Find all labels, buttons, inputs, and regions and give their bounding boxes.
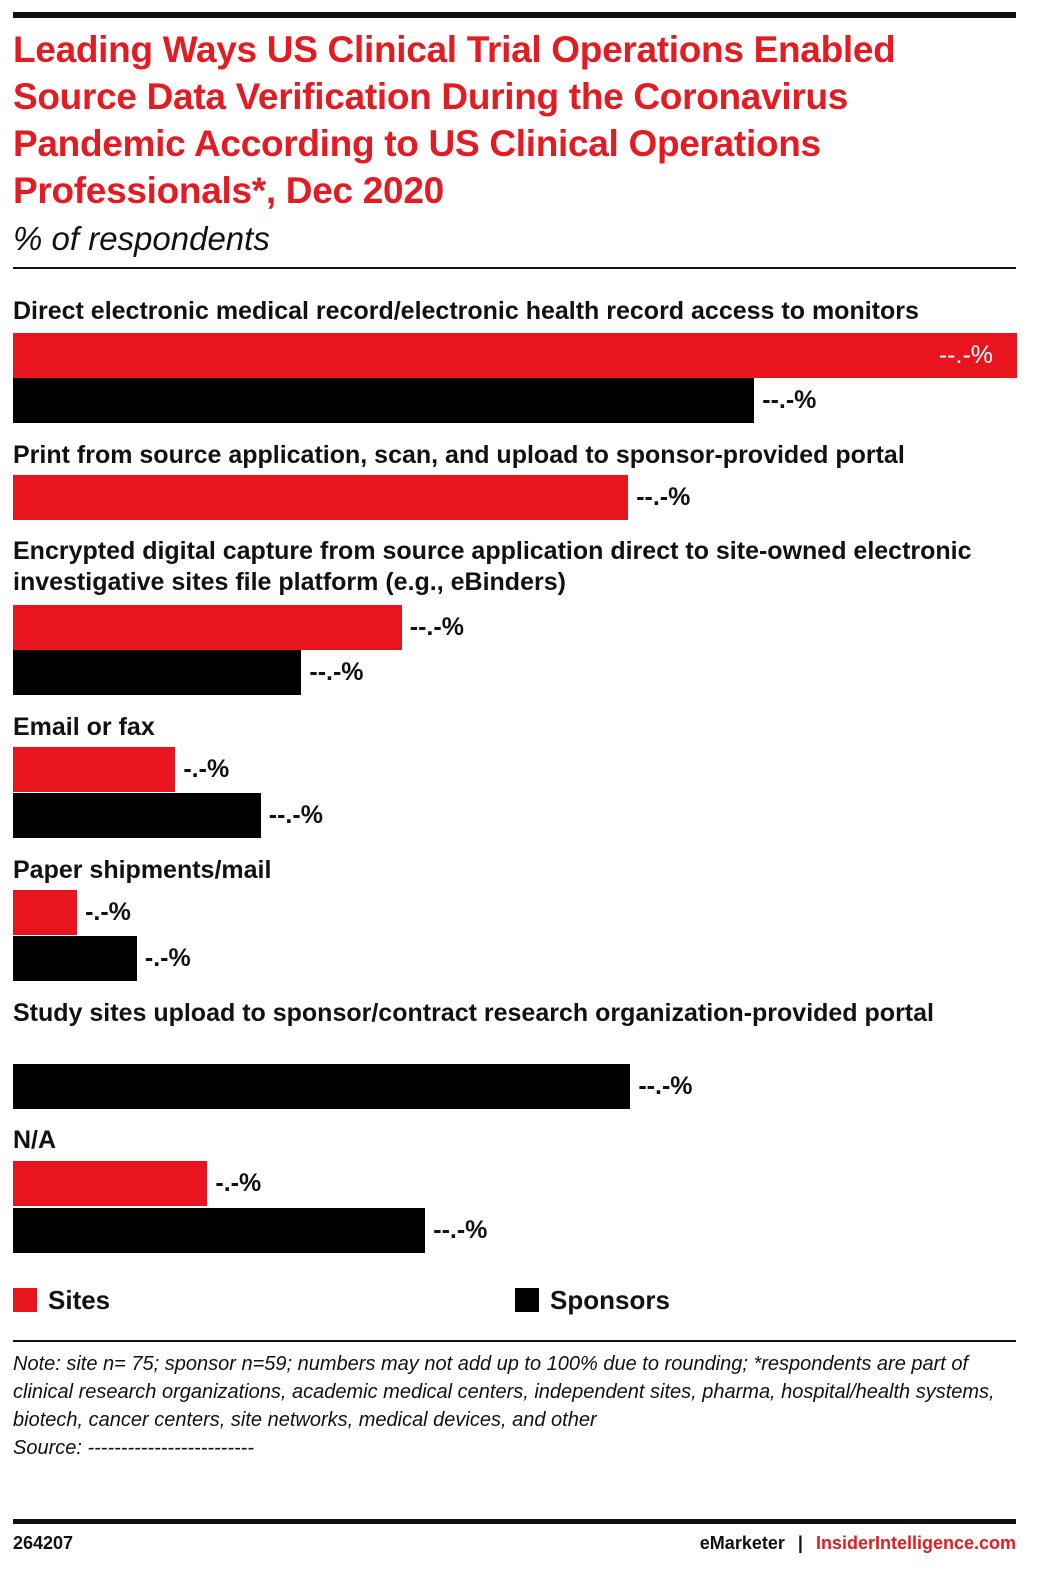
bar bbox=[13, 605, 402, 650]
value-label: --.-% bbox=[638, 1072, 693, 1100]
value-label: -.-% bbox=[183, 755, 230, 783]
brand-separator: | bbox=[797, 1533, 803, 1553]
bar bbox=[13, 1161, 208, 1206]
bar bbox=[13, 378, 755, 423]
bar bbox=[13, 475, 629, 520]
value-label: -.-% bbox=[144, 944, 191, 972]
bar bbox=[13, 1064, 631, 1109]
value-label: --.-% bbox=[268, 801, 323, 829]
value-label: --.-% bbox=[762, 386, 817, 414]
value-label: --.-% bbox=[409, 613, 464, 641]
header-rule bbox=[13, 267, 1016, 269]
category-label: Direct electronic medical record/electro… bbox=[13, 297, 919, 325]
value-label: -.-% bbox=[215, 1169, 262, 1197]
note-text: Note: site n= 75; sponsor n=59; numbers … bbox=[13, 1353, 995, 1431]
top-rule bbox=[13, 12, 1016, 18]
brand-emarketer: eMarketer bbox=[699, 1533, 785, 1553]
legend-label: Sponsors bbox=[550, 1285, 670, 1315]
legend-swatch bbox=[13, 1288, 37, 1312]
legend-label: Sites bbox=[48, 1285, 111, 1315]
bar bbox=[13, 1208, 426, 1253]
category-label: Study sites upload to sponsor/contract r… bbox=[13, 999, 934, 1027]
legend-swatch bbox=[515, 1288, 539, 1312]
footer-brand: eMarketer | InsiderIntelligence.com bbox=[700, 1533, 1016, 1554]
category-label: Email or fax bbox=[13, 713, 155, 741]
value-label: --.-% bbox=[938, 341, 993, 369]
note-rule bbox=[13, 1340, 1016, 1342]
chart-id: 264207 bbox=[13, 1533, 74, 1553]
source-text: Source: ------------------------- bbox=[13, 1437, 254, 1459]
value-label: -.-% bbox=[85, 898, 131, 926]
bar bbox=[13, 890, 78, 935]
category-label: Paper shipments/mail bbox=[13, 856, 272, 884]
category-label: N/A bbox=[13, 1126, 57, 1154]
category-label: Encrypted digital capture from source ap… bbox=[13, 537, 972, 596]
chart-subtitle: % of respondents bbox=[13, 220, 270, 257]
chart-title: Leading Ways US Clinical Trial Operation… bbox=[13, 29, 896, 211]
brand-insider: InsiderIntelligence.com bbox=[815, 1533, 1016, 1553]
bar bbox=[13, 747, 176, 792]
bar bbox=[13, 333, 1017, 378]
category-label: Print from source application, scan, and… bbox=[13, 441, 905, 469]
value-label: --.-% bbox=[433, 1216, 488, 1244]
notes: Note: site n= 75; sponsor n=59; numbers … bbox=[13, 1350, 1023, 1462]
bar bbox=[13, 650, 302, 695]
value-label: --.-% bbox=[309, 658, 364, 686]
bar bbox=[13, 936, 137, 981]
bottom-rule bbox=[13, 1519, 1016, 1524]
bar bbox=[13, 793, 261, 838]
value-label: --.-% bbox=[636, 483, 691, 511]
